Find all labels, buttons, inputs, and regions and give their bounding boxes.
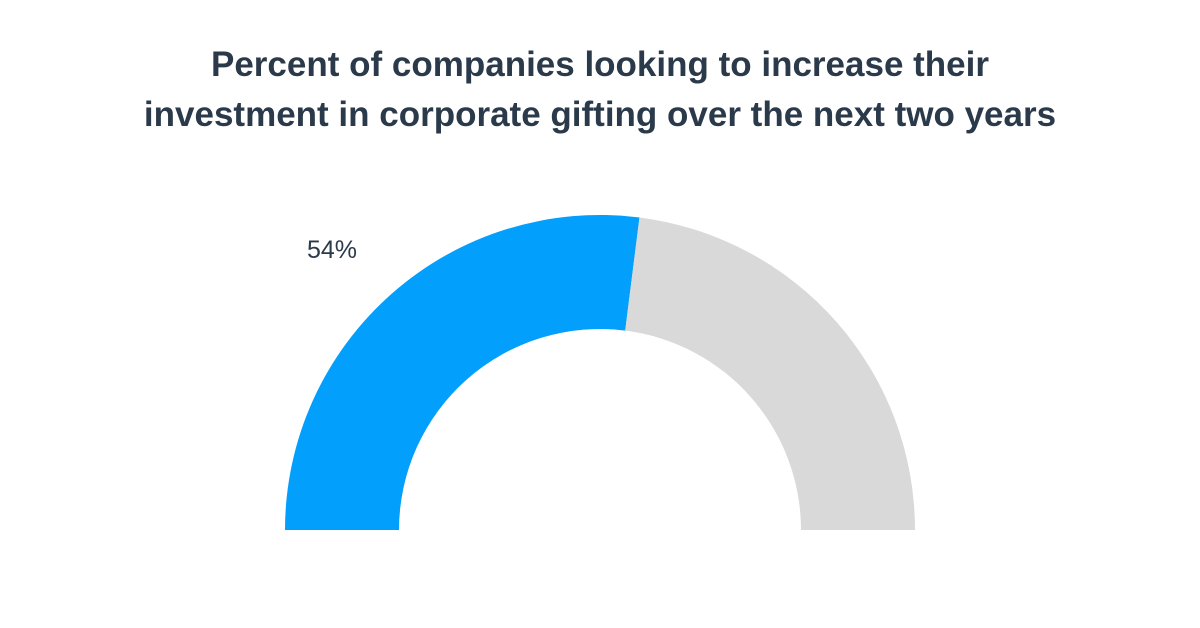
gauge-filled-arc: [285, 215, 640, 530]
gauge-remaining-arc: [625, 217, 916, 530]
chart-title-line-2: investment in corporate gifting over the…: [143, 95, 1057, 134]
chart-title-line-1: Percent of companies looking to increase…: [211, 45, 989, 84]
chart-title: Percent of companies looking to increase…: [0, 40, 1200, 140]
gauge-value-label: 54%: [307, 236, 357, 264]
